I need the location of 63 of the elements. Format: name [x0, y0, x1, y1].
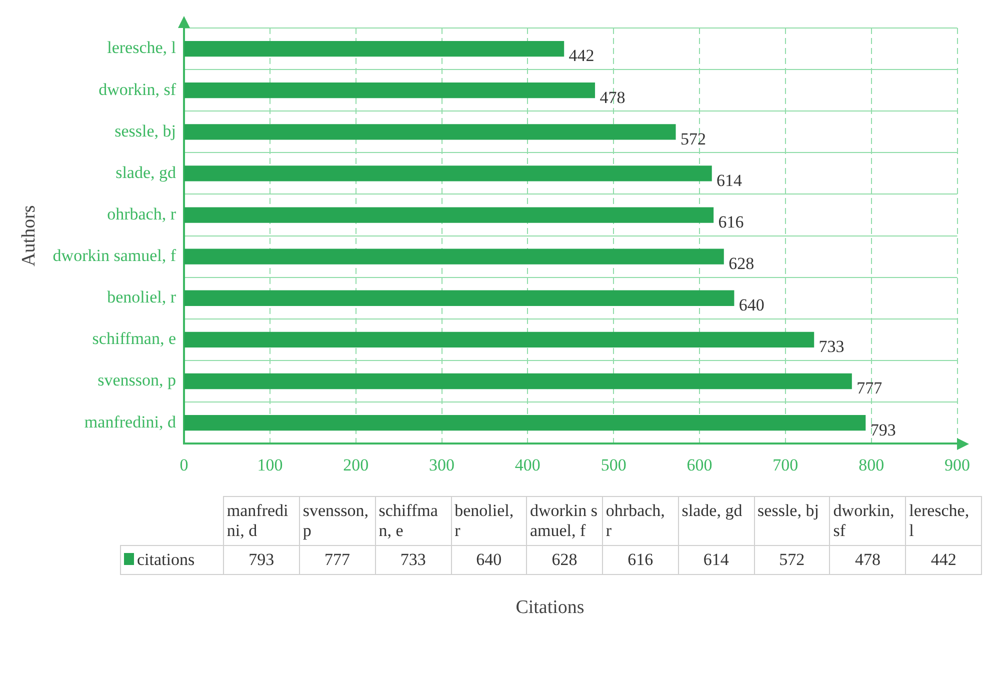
x-tick-label: 900	[944, 455, 970, 474]
bar	[184, 40, 564, 57]
x-tick-label: 0	[180, 455, 188, 474]
bar	[184, 414, 866, 431]
bar	[184, 373, 852, 390]
category-label: benoliel, r	[451, 496, 526, 546]
x-tick-label: 600	[686, 455, 712, 474]
data-label: 793	[870, 420, 896, 440]
y-tick-label: slade, gd	[116, 162, 177, 182]
category-label: dworkin samuel, f	[526, 496, 602, 546]
data-label: 478	[600, 88, 626, 107]
category-label: slade, gd	[678, 496, 754, 546]
category-label: ohrbach, r	[602, 496, 678, 546]
y-tick-label: leresche, l	[107, 38, 176, 58]
data-label: 733	[818, 337, 844, 356]
data-label: 777	[299, 546, 376, 574]
text: citations	[137, 550, 195, 569]
y-tick-label: dworkin, sf	[98, 80, 176, 99]
category-label: dworkin, sf	[830, 496, 906, 546]
y-tick-label: sessle, bj	[114, 121, 176, 140]
x-tick-label: 100	[257, 455, 283, 474]
y-tick-label: dworkin samuel, f	[52, 246, 176, 266]
text: Citations	[514, 597, 586, 619]
bar	[184, 207, 714, 223]
data-label: 616	[602, 546, 678, 574]
y-axis-title: Authors	[18, 205, 40, 266]
data-label: 777	[856, 378, 883, 398]
y-tick-label: benoliel, r	[107, 288, 176, 307]
category-label: leresche, l	[906, 496, 982, 546]
data-label: 640	[738, 296, 764, 315]
data-label: 442	[906, 546, 982, 574]
data-label: 640	[451, 546, 526, 574]
data-label: 793	[223, 546, 300, 574]
data-label: 572	[680, 129, 706, 148]
y-tick-label: schiffman, e	[92, 329, 176, 348]
category-label: svensson, p	[299, 496, 376, 546]
data-label: 572	[754, 546, 830, 574]
data-label: 628	[526, 546, 602, 574]
y-tick-label: ohrbach, r	[107, 204, 176, 224]
x-tick-label: 500	[600, 455, 626, 474]
x-tick-label: 300	[429, 455, 455, 474]
bar	[184, 82, 596, 98]
bar	[184, 248, 724, 264]
y-tick-label: manfredini, d	[84, 412, 177, 432]
x-tick-label: 700	[772, 455, 798, 474]
bar	[184, 332, 814, 348]
data-label: 733	[375, 546, 452, 574]
x-tick-label: 200	[343, 455, 369, 474]
bar	[184, 124, 676, 140]
data-label: 616	[718, 212, 744, 232]
category-label: sessle, bj	[754, 496, 830, 546]
bar	[184, 290, 734, 306]
y-tick-label: svensson, p	[98, 370, 176, 390]
x-tick-label: 400	[514, 455, 540, 474]
bar	[184, 166, 712, 182]
data-label: 442	[568, 46, 594, 66]
data-label: 614	[716, 170, 743, 190]
data-label: 478	[830, 546, 906, 574]
category-label: schiffman, e	[375, 496, 452, 546]
data-label: 628	[728, 254, 754, 274]
data-label: 614	[678, 546, 754, 574]
x-tick-label: 800	[858, 455, 884, 474]
category-label: manfredini, d	[223, 496, 300, 546]
